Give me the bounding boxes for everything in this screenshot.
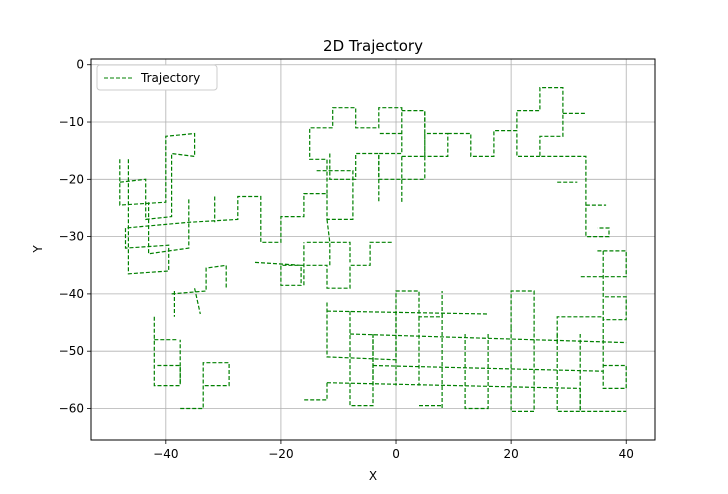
x-tick-label: −20 [268,447,293,461]
x-tick-label: 20 [503,447,518,461]
trajectory-segment [329,152,403,203]
x-ticks: −40 −20 0 20 40 [153,440,634,461]
trajectory-segment [401,156,426,180]
trajectory-segment [306,241,351,263]
trajectory-segment [602,339,627,389]
trajectory-segment [580,250,627,278]
trajectory-segment [464,334,489,410]
trajectory-segment [602,250,627,321]
y-tick-label: 0 [76,58,84,72]
legend-label: Trajectory [140,71,200,85]
trajectory-segment [124,159,354,275]
trajectory-segment [309,107,403,203]
trajectory-segment [148,199,190,255]
x-tick-label: 0 [392,447,400,461]
y-tick-label: −50 [59,344,84,358]
trajectory-segment [349,311,374,407]
y-tick-label: −10 [59,115,84,129]
trajectory-series [119,86,627,412]
legend: Trajectory [96,64,218,91]
y-tick-label: −60 [59,401,84,415]
y-axis-label: Y [31,245,45,254]
trajectory-segment [326,219,331,266]
y-tick-label: −40 [59,287,84,301]
trajectory-segment [326,382,581,389]
x-axis-label: X [369,469,377,483]
x-tick-label: −40 [153,447,178,461]
trajectory-segment [180,362,230,410]
trajectory-segment [579,388,627,412]
trajectory-segment [510,328,535,412]
y-tick-label: −30 [59,230,84,244]
trajectory-segment [157,364,181,383]
trajectory-segment [303,382,328,401]
trajectory-segment [254,241,394,289]
trajectory-segment [194,288,201,315]
chart-title: 2D Trajectory [323,37,423,55]
trajectory-segment [326,290,443,361]
plot-frame [90,58,656,441]
trajectory-segment [447,86,610,238]
y-tick-label: −20 [59,172,84,186]
trajectory-segment [372,364,604,372]
trajectory-segment [326,310,489,315]
trajectory-segment [556,316,604,343]
trajectory-segment [153,316,181,387]
legend-box [96,64,218,91]
trajectory-segment [516,133,540,157]
trajectory-segment [556,334,581,412]
trajectory-segment [510,290,535,329]
trajectory-segment [171,264,227,295]
x-tick-label: 40 [619,447,634,461]
y-ticks: 0 −10 −20 −30 −40 −50 −60 [59,58,91,415]
